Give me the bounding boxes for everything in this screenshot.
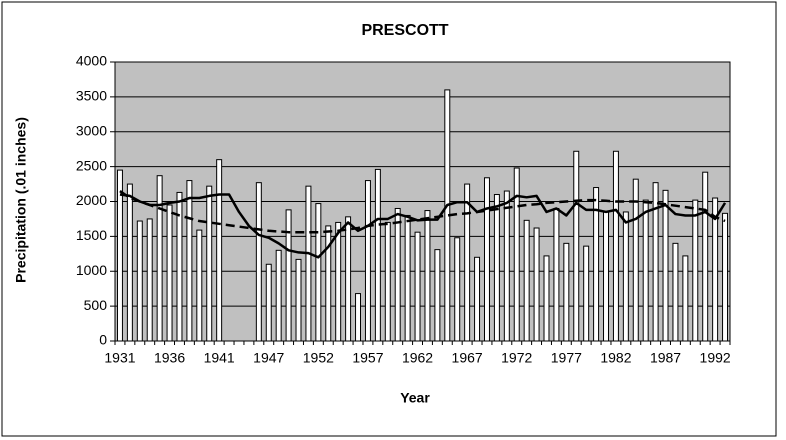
bar: [345, 216, 352, 342]
bar: [364, 180, 371, 342]
bar: [603, 211, 609, 342]
x-axis-title: Year: [400, 390, 430, 406]
bar: [454, 237, 461, 342]
trend-line: [119, 190, 726, 234]
y-axis-title: Precipitation (.01 inches): [13, 117, 29, 283]
bar: [503, 190, 510, 342]
y-tick-label: 2000: [76, 192, 107, 208]
bar: [583, 245, 590, 342]
y-tick-label: 1000: [76, 262, 107, 278]
bar: [255, 182, 262, 342]
bar: [146, 218, 153, 342]
bar: [692, 199, 699, 342]
bar: [136, 220, 143, 342]
bar: [156, 175, 163, 342]
bar: [404, 214, 411, 342]
bar: [196, 229, 203, 342]
bar: [434, 249, 441, 342]
bar: [384, 221, 391, 342]
bar: [573, 150, 580, 342]
bar: [662, 189, 669, 342]
bar: [523, 219, 530, 342]
x-tick-label: 1992: [700, 350, 731, 366]
bar: [305, 185, 312, 342]
bar: [464, 183, 471, 342]
bar: [483, 177, 490, 342]
bar: [612, 150, 619, 342]
bar: [315, 203, 322, 342]
x-tick-label: 1931: [104, 350, 135, 366]
y-tick-label: 500: [84, 297, 108, 313]
x-tick-label: 1952: [303, 350, 334, 366]
bar: [553, 207, 560, 342]
bar: [335, 221, 342, 342]
x-tick-label: 1957: [352, 350, 383, 366]
y-tick-label: 1500: [76, 227, 107, 243]
x-tick-label: 1987: [650, 350, 681, 366]
x-tick-label: 1962: [402, 350, 433, 366]
bar: [285, 209, 292, 342]
bar: [474, 256, 481, 342]
x-tick-label: 1972: [501, 350, 532, 366]
bar: [622, 211, 629, 342]
bar: [493, 194, 500, 342]
bar: [632, 178, 639, 342]
bar: [265, 263, 272, 342]
bar: [702, 171, 709, 342]
bar: [543, 255, 550, 342]
y-tick-label: 0: [99, 332, 107, 348]
bar: [563, 242, 570, 342]
x-tick-label: 1941: [204, 350, 235, 366]
x-tick-label: 1977: [551, 350, 582, 366]
x-tick-label: 1947: [253, 350, 284, 366]
bar: [186, 180, 193, 342]
y-tick-label: 2500: [76, 157, 107, 173]
bar: [394, 207, 401, 342]
bar: [672, 242, 679, 342]
bar: [722, 212, 729, 342]
bar: [355, 293, 362, 342]
x-tick-label: 1936: [154, 350, 185, 366]
bar: [533, 227, 540, 342]
bar: [424, 210, 431, 342]
y-tick-label: 3000: [76, 122, 107, 138]
bar: [126, 183, 133, 342]
bar: [216, 159, 223, 342]
x-tick-label: 1967: [452, 350, 483, 366]
y-tick-label: 3500: [76, 88, 107, 104]
bar: [374, 168, 381, 342]
bar: [642, 199, 649, 342]
bar: [166, 204, 173, 342]
x-tick-label: 1982: [600, 350, 631, 366]
bar: [652, 182, 659, 342]
y-tick-label: 4000: [76, 53, 107, 69]
bar: [295, 258, 302, 342]
plot-border: [114, 61, 731, 342]
chart-title: PRESCOTT: [361, 22, 448, 39]
bar: [682, 255, 689, 342]
bar: [513, 167, 520, 342]
bar: [206, 185, 213, 342]
bar: [275, 249, 282, 342]
bar: [414, 231, 421, 342]
